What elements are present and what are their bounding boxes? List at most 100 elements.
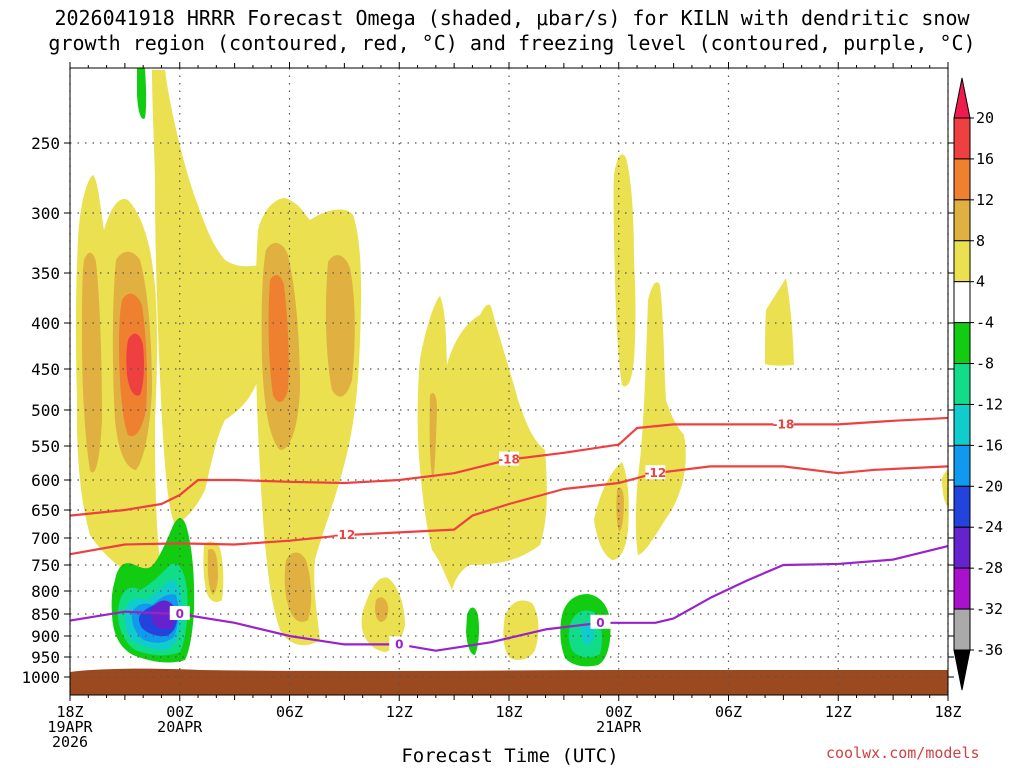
dgz-minus18-label: -18 — [498, 453, 520, 467]
y-tick-label: 1000 — [21, 668, 60, 687]
ascent-4-8-region — [417, 296, 547, 590]
dgz-minus12-line — [69, 465, 949, 556]
colorbar-label: -24 — [976, 518, 1003, 536]
colorbar-bin — [953, 281, 971, 324]
x-tick-label: 18Z — [56, 703, 83, 721]
colorbar-label: -20 — [976, 477, 1003, 495]
colorbar-label: -36 — [976, 641, 1003, 659]
y-tick-label: 800 — [31, 582, 60, 601]
dgz-minus12-label-bg — [334, 527, 355, 542]
contours: -18 -18 -12 -12 0 0 0 — [69, 416, 949, 652]
colorbar-label: 12 — [976, 191, 994, 209]
y-tick-label: 850 — [31, 605, 60, 624]
x-tick-label: 18Z — [934, 703, 961, 721]
colorbar-bin — [953, 240, 971, 283]
dgz-minus12-label: -12 — [334, 528, 356, 542]
ascent-8-12-region — [429, 393, 437, 480]
freezing-level-label-bg — [389, 636, 410, 651]
freezing-level-label: 0 — [176, 607, 184, 621]
x-tick-label: 18Z — [495, 703, 522, 721]
colorbar-label: -32 — [976, 600, 1003, 618]
freezing-level-label: 0 — [395, 637, 403, 651]
x-tick-label: 12Z — [386, 703, 413, 721]
descent-minus4-minus8-region — [466, 607, 479, 655]
x-tick-label: 2026 — [52, 733, 88, 751]
ascent-8-12-region — [207, 548, 218, 595]
colorbar-bin — [953, 199, 971, 242]
x-axis-label: Forecast Time (UTC) — [401, 745, 619, 767]
colorbar-label: -28 — [976, 559, 1003, 577]
ground-surface — [70, 668, 948, 695]
freezing-level-label: 0 — [596, 616, 604, 630]
colorbar-label: -8 — [976, 355, 994, 373]
dgz-minus18-label-bg — [773, 416, 794, 431]
dgz-minus18-label-bg — [499, 451, 519, 466]
ascent-4-8-region — [942, 469, 949, 508]
title-line-1: 2026041918 HRRR Forecast Omega (shaded, … — [54, 6, 970, 30]
colorbar-bin — [953, 485, 971, 528]
x-tick-label: 06Z — [276, 703, 303, 721]
y-tick-label: 650 — [31, 501, 60, 520]
colorbar-bin — [953, 403, 971, 446]
y-tick-label: 700 — [31, 529, 60, 548]
x-tick-label: 21APR — [596, 718, 642, 736]
y-tick-label: 450 — [31, 360, 60, 379]
colorbar-bin — [953, 363, 971, 405]
colorbar-label: 8 — [976, 232, 985, 250]
ascent-4-8-region — [152, 70, 263, 525]
x-tick-label: 00Z — [166, 703, 193, 721]
y-tick-label: 600 — [31, 471, 60, 490]
x-tick-label: 20APR — [157, 718, 203, 736]
freezing-level-label-bg — [169, 606, 190, 620]
colorbar-bin — [953, 526, 971, 569]
ascent-8-12-region — [375, 597, 389, 622]
colorbar-label: -12 — [976, 395, 1003, 413]
ascent-4-8-region — [635, 282, 686, 555]
ascent-4-8-region — [594, 462, 629, 560]
x-tick-label: 12Z — [825, 703, 852, 721]
colorbar: 20 16 12 8 4 -4 -8 -12 -16 -20 -24 -28 -32 -36 — [953, 77, 1003, 691]
colorbar-bin — [953, 608, 971, 651]
ascent-8-12-region — [284, 552, 312, 622]
y-tick-label: 300 — [31, 204, 60, 223]
chart-title: 2026041918 HRRR Forecast Omega (shaded, … — [0, 6, 1024, 56]
y-tick-label: 950 — [31, 648, 60, 667]
colorbar-bin — [953, 322, 971, 365]
y-tick-label: 750 — [31, 556, 60, 575]
credit-text: coolwx.com/models — [826, 744, 980, 762]
title-line-2: growth region (contoured, red, °C) and f… — [48, 31, 976, 55]
y-axis: 250 300 350 400 450 500 550 600 650 700 750 800 850 9… — [21, 134, 954, 687]
ascent-4-8-region — [503, 600, 539, 660]
descent-minus24-minus28-region — [150, 600, 175, 630]
colorbar-bin — [953, 158, 971, 201]
freezing-level-line — [69, 545, 949, 652]
colorbar-bin — [953, 444, 971, 487]
y-tick-label: 400 — [31, 314, 60, 333]
colorbar-bottom-arrow — [953, 649, 971, 691]
colorbar-label: -16 — [976, 436, 1003, 454]
ascent-4-8-region — [613, 154, 636, 387]
colorbar-label: -4 — [976, 314, 994, 332]
y-tick-label: 250 — [31, 134, 60, 153]
dgz-minus18-label: -18 — [773, 417, 795, 431]
ascent-4-8-region — [765, 278, 794, 366]
x-tick-label: 19APR — [47, 718, 93, 736]
colorbar-bin — [953, 117, 971, 160]
dgz-minus12-label: -12 — [644, 466, 666, 480]
omega-shading-strong — [119, 275, 289, 437]
freezing-level-label-bg — [590, 614, 611, 629]
colorbar-label: 20 — [976, 109, 994, 127]
y-tick-label: 900 — [31, 627, 60, 646]
x-tick-label: 00Z — [605, 703, 632, 721]
ascent-8-12-region — [616, 487, 624, 532]
x-tick-label: 06Z — [715, 703, 742, 721]
omega-descent — [111, 68, 611, 667]
ascent-16-20-region — [126, 333, 144, 396]
y-tick-label: 500 — [31, 401, 60, 420]
y-tick-label: 350 — [31, 264, 60, 283]
colorbar-top-arrow — [953, 77, 971, 119]
descent-minus4-minus8-region — [137, 68, 147, 119]
colorbar-label: 16 — [976, 150, 994, 168]
